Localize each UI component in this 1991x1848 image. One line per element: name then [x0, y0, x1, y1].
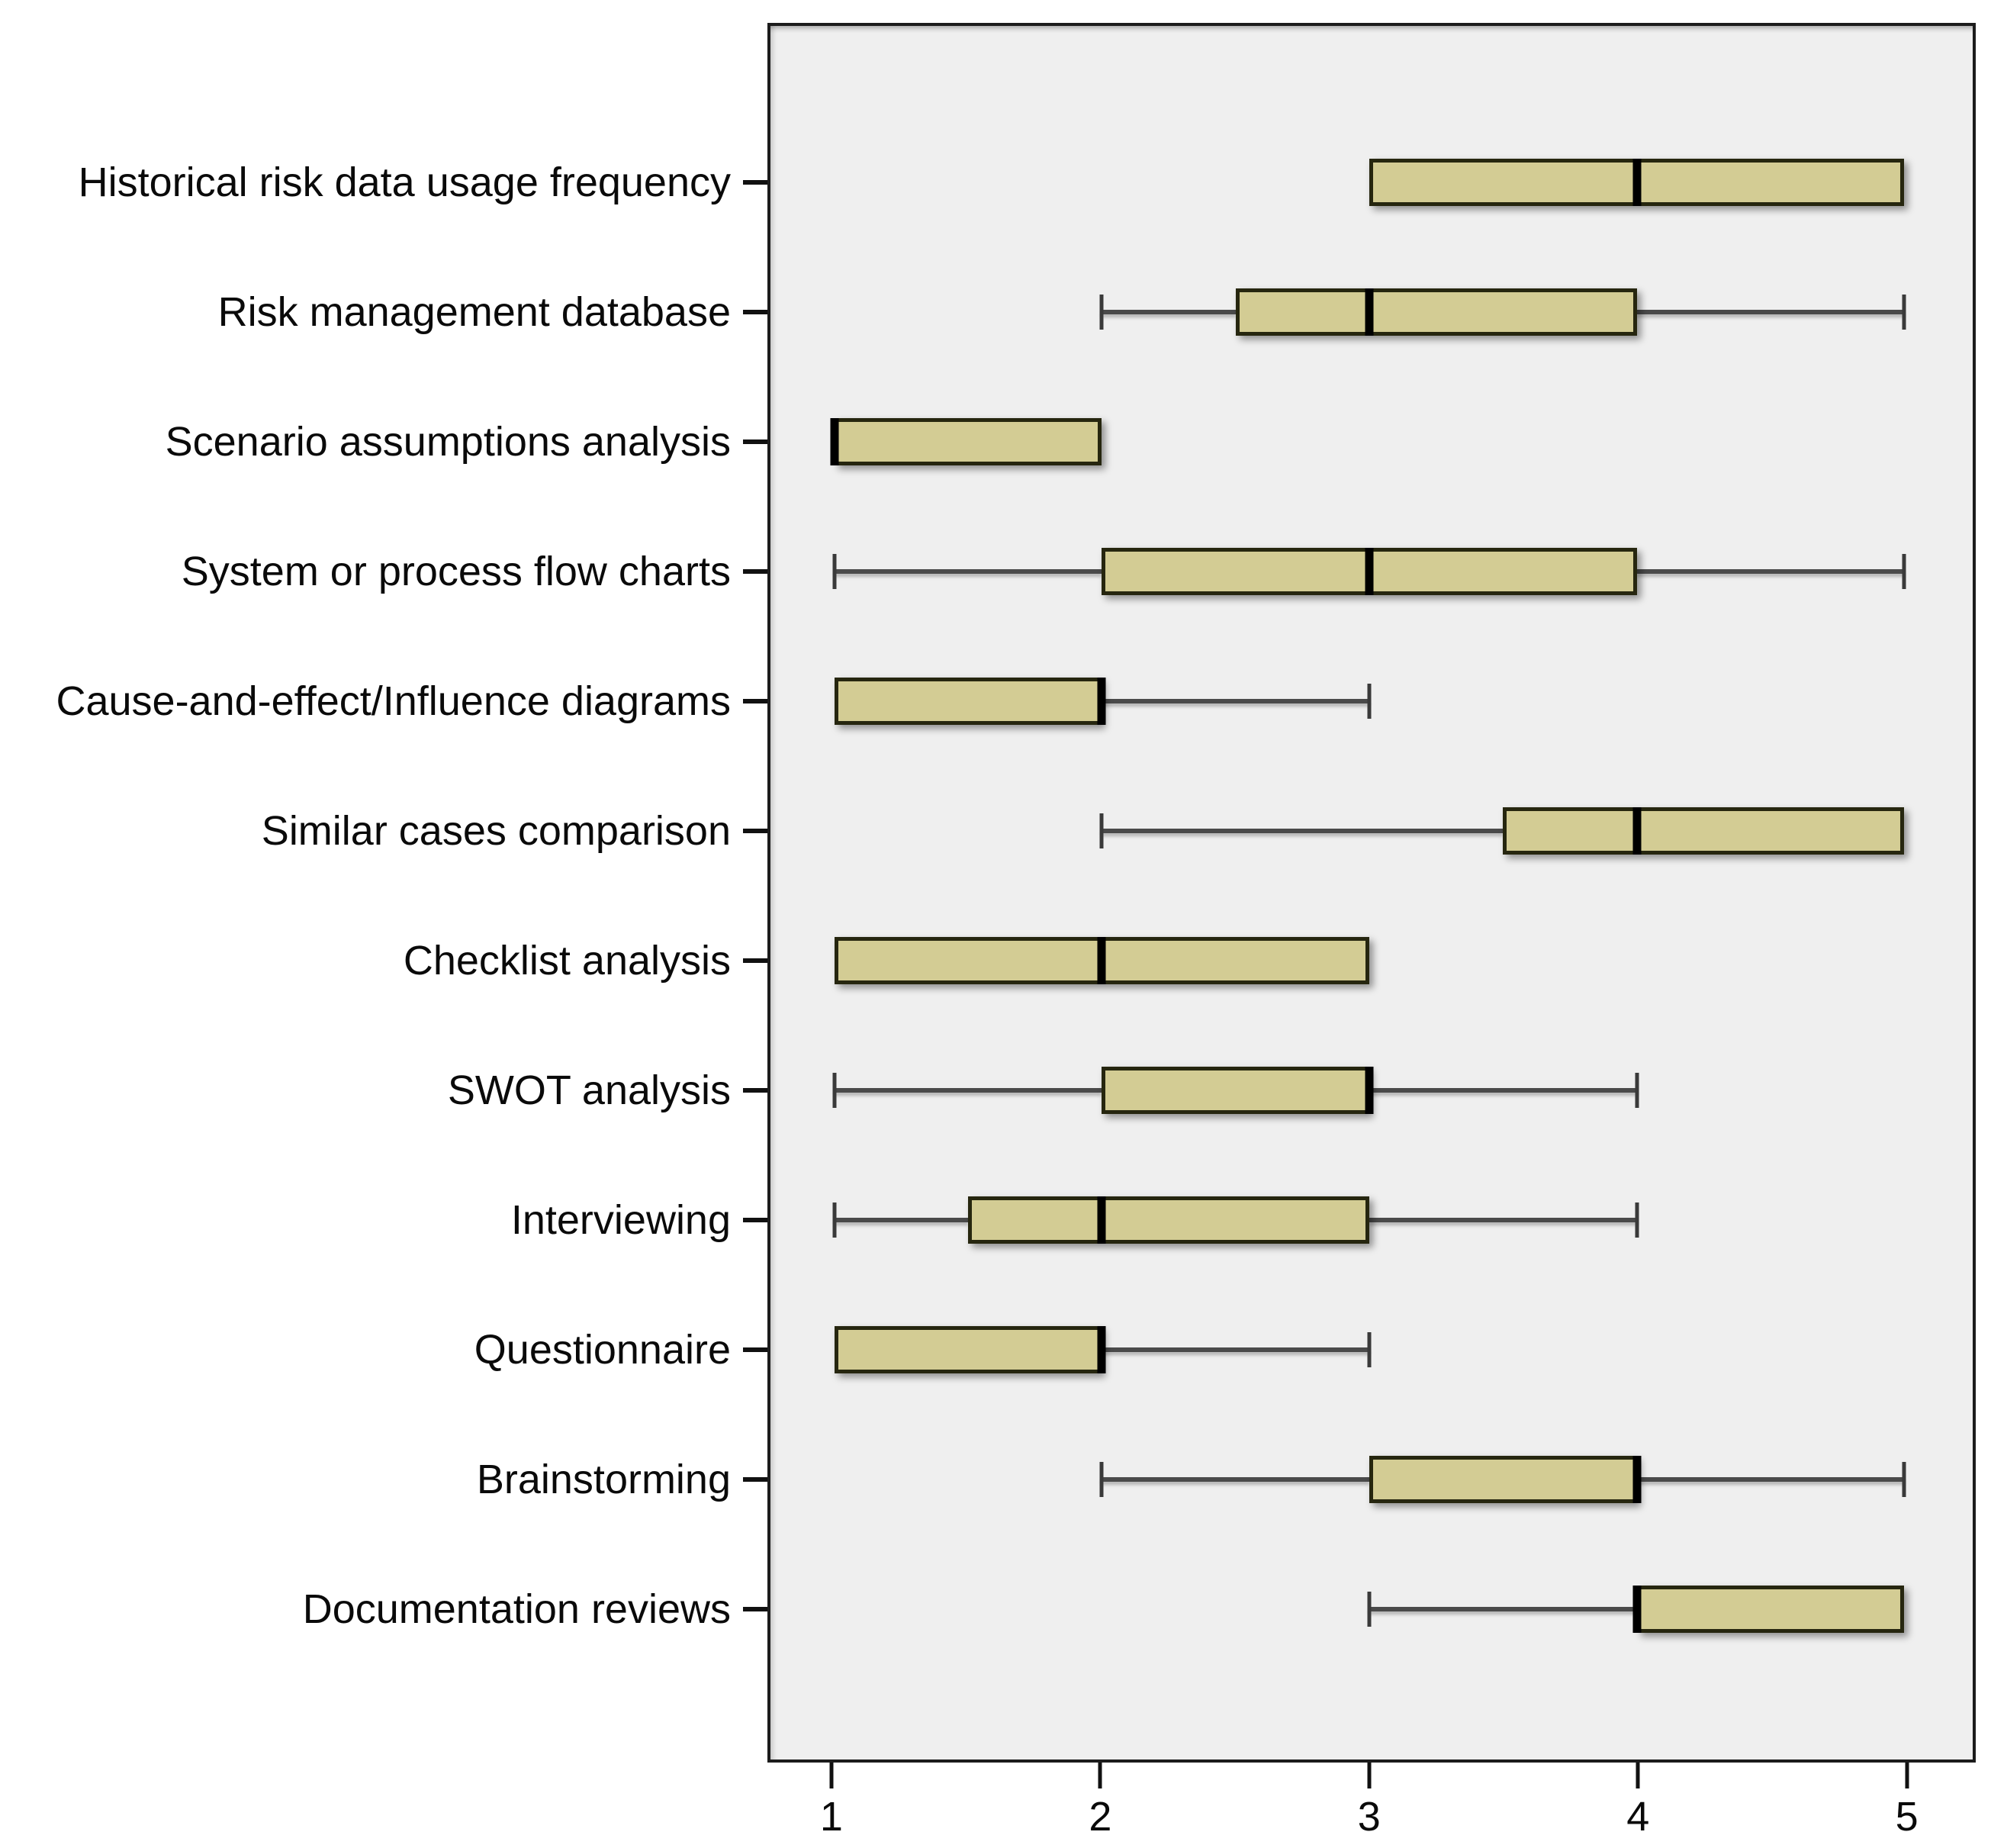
y-axis-tick [743, 1477, 767, 1482]
x-axis-tick [1636, 1763, 1640, 1788]
whisker-line-low [1102, 310, 1236, 314]
category-label: Scenario assumptions analysis [165, 419, 731, 465]
median-line [1365, 1067, 1374, 1114]
x-axis-tick [1367, 1763, 1372, 1788]
boxplot-row [743, 896, 1973, 1025]
median-line [1632, 807, 1641, 855]
y-axis-tick [743, 1218, 767, 1222]
iqr-box [967, 1196, 1369, 1244]
whisker-line-low [1102, 1477, 1369, 1482]
x-axis-tick-label: 3 [1357, 1794, 1381, 1840]
boxplot-row [743, 1285, 1973, 1415]
whisker-cap-high [1367, 684, 1372, 719]
category-label: Brainstorming [476, 1457, 731, 1502]
whisker-line-high [1636, 1477, 1905, 1482]
median-line [1097, 678, 1106, 725]
boxplot-row [743, 377, 1973, 507]
whisker-line-high [1636, 310, 1905, 314]
whisker-line-low [1102, 829, 1504, 833]
category-label: Similar cases comparison [261, 808, 731, 854]
median-line [1365, 548, 1374, 595]
x-axis-tick [829, 1763, 834, 1788]
boxplot-row [743, 118, 1973, 247]
category-label: Historical risk data usage frequency [78, 159, 731, 205]
y-axis-tick [743, 1607, 767, 1611]
whisker-cap-low [1367, 1592, 1372, 1627]
y-axis-tick [743, 1088, 767, 1093]
category-label: Risk management database [217, 289, 731, 335]
median-line [1632, 159, 1641, 206]
x-axis-tick-label: 1 [819, 1794, 843, 1840]
boxplot-row [743, 766, 1973, 896]
x-axis-tick [1905, 1763, 1909, 1788]
y-axis-tick [743, 829, 767, 833]
whisker-line-low [834, 569, 1102, 574]
category-label: Cause-and-effect/Influence diagrams [56, 678, 731, 724]
category-label: SWOT analysis [447, 1067, 731, 1113]
category-label: Documentation reviews [302, 1586, 731, 1632]
median-line [830, 418, 839, 465]
iqr-box [834, 678, 1102, 725]
category-label: System or process flow charts [181, 549, 731, 594]
whisker-line-low [834, 1088, 1102, 1093]
whisker-cap-high [1902, 295, 1906, 330]
category-label: Interviewing [510, 1197, 731, 1243]
category-label: Checklist analysis [403, 938, 731, 984]
median-line [1365, 288, 1374, 336]
whisker-cap-low [832, 554, 837, 589]
median-line [1632, 1456, 1641, 1503]
boxplot-row [743, 1544, 1973, 1674]
x-axis-tick-label: 5 [1895, 1794, 1919, 1840]
y-axis-tick [743, 569, 767, 574]
y-axis-category-labels: Historical risk data usage frequency Risk… [0, 26, 741, 1759]
plot-area [743, 23, 1976, 1763]
whisker-line-high [1102, 1347, 1369, 1352]
whisker-line-low [1369, 1607, 1637, 1611]
boxplot-row [743, 1155, 1973, 1285]
whisker-cap-low [1099, 295, 1104, 330]
median-line [1097, 937, 1106, 984]
whisker-line-high [1369, 1088, 1637, 1093]
whisker-line-low [834, 1218, 968, 1222]
x-axis: 1 2 3 4 5 [767, 1763, 1976, 1848]
x-axis-tick-label: 4 [1626, 1794, 1650, 1840]
iqr-box [1503, 807, 1905, 855]
boxplot-row [743, 636, 1973, 766]
median-line [1097, 1326, 1106, 1373]
x-axis-tick-label: 2 [1089, 1794, 1112, 1840]
whisker-cap-low [1099, 1462, 1104, 1497]
boxplot-row [743, 1025, 1973, 1155]
x-axis-tick [1098, 1763, 1102, 1788]
iqr-box [1235, 288, 1637, 336]
iqr-box [1369, 1456, 1637, 1503]
median-line [1097, 1196, 1106, 1244]
whisker-cap-high [1635, 1073, 1639, 1108]
y-axis-tick [743, 180, 767, 185]
y-axis-tick [743, 699, 767, 703]
boxplot-row [743, 507, 1973, 636]
iqr-box [1102, 1067, 1369, 1114]
whisker-cap-high [1635, 1202, 1639, 1238]
whisker-cap-low [832, 1073, 837, 1108]
whisker-cap-low [832, 1202, 837, 1238]
iqr-box [834, 1326, 1102, 1373]
whisker-line-high [1636, 569, 1905, 574]
y-axis-tick [743, 310, 767, 314]
boxplot-row [743, 1415, 1973, 1544]
whisker-cap-high [1367, 1332, 1372, 1367]
whisker-cap-high [1902, 1462, 1906, 1497]
whisker-cap-low [1099, 813, 1104, 848]
whisker-line-high [1102, 699, 1369, 703]
y-axis-tick [743, 958, 767, 963]
whisker-line-high [1369, 1218, 1637, 1222]
whisker-cap-high [1902, 554, 1906, 589]
iqr-box [1636, 1586, 1905, 1633]
y-axis-tick [743, 439, 767, 444]
boxplot-row [743, 247, 1973, 377]
iqr-box [834, 418, 1102, 465]
median-line [1632, 1586, 1641, 1633]
category-label: Questionnaire [474, 1327, 731, 1373]
y-axis-tick [743, 1347, 767, 1352]
